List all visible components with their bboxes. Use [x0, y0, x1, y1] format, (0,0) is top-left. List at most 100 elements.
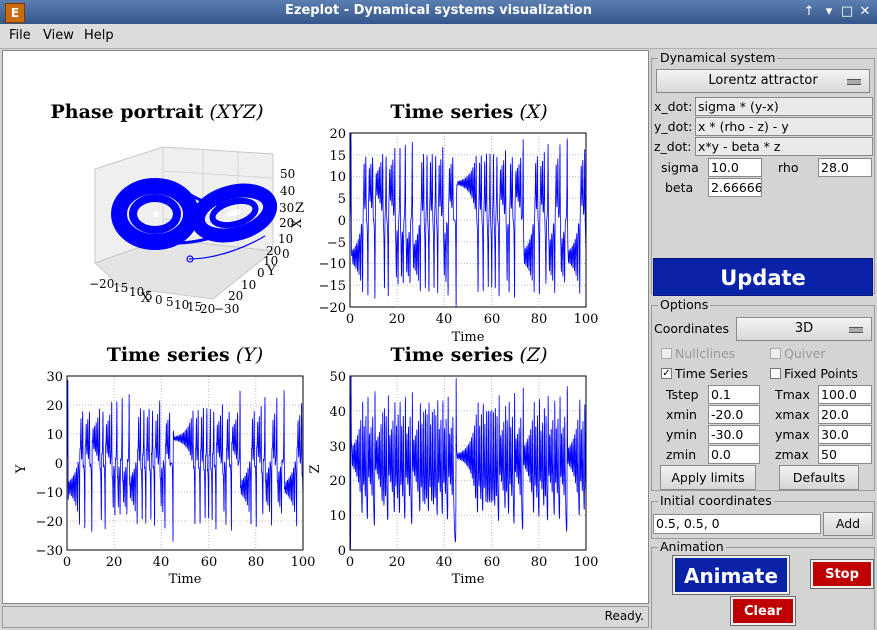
tz-ytick: 40	[329, 405, 346, 420]
phase-hole-right	[227, 209, 241, 217]
tx-ytick: −10	[319, 257, 346, 272]
phase-y-tick: 10	[263, 254, 278, 268]
timeseries-label: Time Series	[675, 366, 749, 381]
quiver-label: Quiver	[784, 346, 826, 361]
svg-text:Phase portrait (XYZ): Phase portrait (XYZ)	[50, 101, 263, 123]
zmax-label: zmax	[775, 447, 809, 462]
tx-ytick: −5	[327, 236, 346, 251]
ymax-input[interactable]: 30.0	[818, 425, 872, 444]
coordinates-select[interactable]: 3D	[736, 317, 872, 341]
xmin-label: xmin	[666, 407, 697, 422]
tmax-label: Tmax	[775, 387, 810, 402]
timeseries-z-plot: Time series (Z) 50 40 30 20 10 0 Z 0 20 …	[308, 344, 598, 587]
clear-button[interactable]: Clear	[730, 596, 796, 626]
tz-ytick: 10	[329, 509, 346, 524]
beta-input[interactable]: 2.66666	[708, 178, 762, 197]
phase-x-tick: 0	[155, 293, 163, 307]
title-bar: E Ezeplot - Dynamical systems visualizat…	[0, 0, 877, 24]
animate-button[interactable]: Animate	[672, 555, 790, 595]
dynamical-system-label: Dynamical system	[658, 50, 778, 65]
timeseries-x-plot: Time series (X) 20 15 10 5 0 −5 −10 −15 …	[319, 101, 599, 345]
initial-coordinates-input[interactable]: 0.5, 0.5, 0	[653, 514, 821, 534]
ymin-input[interactable]: -30.0	[708, 425, 760, 444]
apply-limits-button[interactable]: Apply limits	[660, 465, 756, 490]
options-label: Options	[658, 297, 711, 312]
phase-z-tick: 40	[280, 184, 295, 198]
tx-ytick: 0	[338, 214, 346, 229]
xmax-input[interactable]: 20.0	[818, 405, 872, 424]
tz-xtick: 80	[531, 555, 548, 570]
ty-ytick: −30	[36, 544, 63, 559]
tz-ytick: 20	[329, 474, 346, 489]
phase-z-tick: 50	[280, 167, 295, 181]
phase-z-tick: 10	[278, 232, 293, 246]
phase-z-tick: 0	[282, 247, 290, 261]
animation-label: Animation	[658, 539, 726, 554]
close-icon[interactable]: ✕	[859, 4, 871, 19]
tz-xtick: 60	[484, 555, 501, 570]
ydot-field[interactable]: x * (rho - z) - y	[695, 117, 873, 136]
tx-ytick: 20	[329, 127, 346, 142]
fixedpoints-label: Fixed Points	[784, 366, 858, 381]
ty-grid	[67, 376, 303, 550]
ty-xtick: 100	[291, 555, 316, 570]
menu-file[interactable]: File	[9, 28, 31, 43]
ty-ylabel: Y	[14, 464, 29, 474]
fixedpoints-checkbox[interactable]	[770, 368, 781, 379]
dynamical-system-group: Dynamical system	[651, 50, 875, 294]
phase-x-axis-title: X	[290, 218, 305, 228]
ty-ytick: 30	[46, 370, 63, 385]
add-button[interactable]: Add	[823, 512, 873, 536]
coordinates-select-value: 3D	[794, 321, 814, 336]
plot-canvas[interactable]: Phase portrait (XYZ) −20 15 10 5	[2, 50, 649, 604]
zdot-field[interactable]: x*y - beta * z	[695, 137, 873, 156]
xdot-field[interactable]: sigma * (y-x)	[695, 97, 873, 116]
menu-help[interactable]: Help	[84, 28, 114, 43]
ty-axes-box	[66, 375, 304, 551]
minimize-icon[interactable]: ▾	[825, 4, 833, 19]
phase-title: Phase portrait	[50, 101, 203, 123]
tx-series-line	[349, 132, 587, 307]
beta-label: beta	[665, 180, 694, 195]
nullclines-checkbox[interactable]	[661, 348, 672, 359]
xmax-label: xmax	[775, 407, 810, 422]
system-select[interactable]: Lorentz attractor	[656, 69, 870, 93]
zmax-input[interactable]: 50	[818, 445, 872, 464]
tx-xtick: 100	[574, 312, 599, 327]
system-select-value: Lorentz attractor	[708, 73, 818, 88]
tx-ytick: 5	[338, 192, 346, 207]
maximize-icon[interactable]: □	[840, 4, 854, 19]
ty-title-var: (Y)	[236, 344, 263, 366]
menu-view[interactable]: View	[43, 28, 74, 43]
ty-ytick: −10	[36, 486, 63, 501]
tz-title-var: (Z)	[519, 344, 547, 366]
defaults-button[interactable]: Defaults	[779, 465, 859, 490]
tz-xtick: 100	[574, 555, 599, 570]
tstep-label: Tstep	[666, 387, 699, 402]
rho-input[interactable]: 28.0	[818, 158, 872, 177]
xmin-input[interactable]: -20.0	[708, 405, 760, 424]
tmax-input[interactable]: 100.0	[818, 385, 872, 404]
phase-z-tick: 20	[279, 216, 294, 230]
phase-y-label: Y	[266, 264, 276, 279]
ymax-label: ymax	[775, 427, 810, 442]
tx-xtick: 0	[346, 312, 354, 327]
zmin-input[interactable]: 0.0	[708, 445, 760, 464]
ty-series-line	[66, 380, 304, 542]
ty-ytick: 10	[46, 428, 63, 443]
stop-button[interactable]: Stop	[810, 559, 874, 589]
tstep-input[interactable]: 0.1	[708, 385, 760, 404]
timeseries-checkbox[interactable]: ✓	[661, 368, 672, 379]
quiver-checkbox[interactable]	[770, 348, 781, 359]
tx-xtick: 40	[436, 312, 453, 327]
sigma-input[interactable]: 10.0	[708, 158, 762, 177]
pin-icon[interactable]: ↑	[803, 4, 815, 19]
ydot-label: y_dot:	[654, 119, 693, 134]
sigma-label: sigma	[661, 160, 699, 175]
tz-ytick: 50	[329, 370, 346, 385]
tx-ytick: 10	[329, 170, 346, 185]
app-icon[interactable]: E	[5, 3, 25, 23]
rho-label: rho	[778, 160, 799, 175]
update-button[interactable]: Update	[653, 258, 873, 296]
tz-ylabel: Z	[308, 464, 323, 473]
